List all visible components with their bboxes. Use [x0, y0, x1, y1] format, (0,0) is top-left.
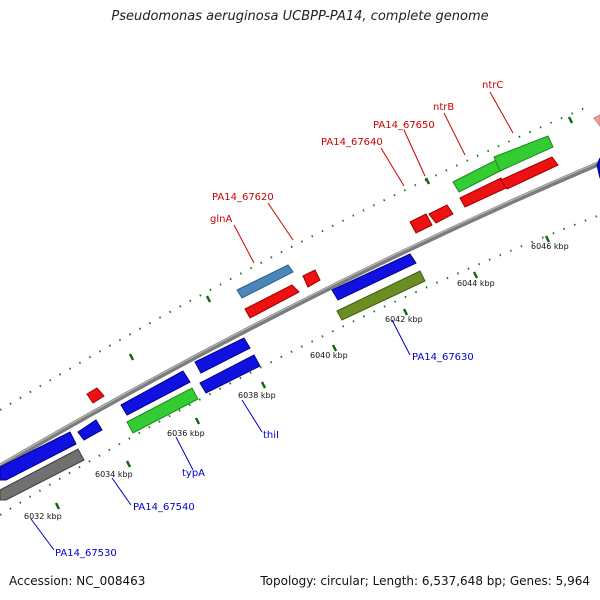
scale-label: 6044 kbp [457, 279, 495, 288]
gene-label-ntrC: ntrC [482, 80, 503, 91]
forward-gene-labels: glnA PA14_67620 PA14_67640 PA14_67650 nt… [210, 80, 503, 225]
map-title: Pseudomonas aeruginosa UCBPP-PA14, compl… [111, 9, 489, 24]
gene-label-typA: typA [182, 468, 205, 479]
scale-labels: 6032 kbp 6034 kbp 6036 kbp 6038 kbp 6040… [24, 242, 569, 521]
gene-label-PA14_67630: PA14_67630 [412, 352, 474, 363]
gene-arrow [493, 135, 554, 172]
gene-arrow [244, 284, 300, 319]
gene-arrow [428, 204, 454, 224]
genome-backbone [0, 160, 600, 470]
gene-arrow [331, 253, 417, 301]
reverse-genes [0, 157, 600, 501]
accession-text: Accession: NC_008463 [9, 574, 146, 588]
forward-genes [86, 114, 600, 404]
gene-arrow [596, 157, 600, 179]
gene-arrow [409, 213, 433, 234]
label-leaders [30, 91, 514, 551]
topology-text: Topology: circular; Length: 6,537,648 bp… [260, 574, 590, 588]
scale-label: 6040 kbp [310, 351, 348, 360]
gene-arrow [86, 387, 105, 404]
gene-arrow [0, 431, 77, 481]
gene-arrow [126, 387, 199, 434]
gene-arrow [0, 448, 85, 501]
gc-skew-track-inner [0, 214, 600, 516]
gene-arrow [120, 370, 191, 416]
gene-label-glnA: glnA [210, 214, 232, 225]
gene-arrow [500, 156, 559, 190]
gene-label-PA14_67650: PA14_67650 [373, 120, 435, 131]
gene-label-ntrB: ntrB [433, 102, 454, 113]
gene-arrow [199, 354, 261, 394]
gene-label-PA14_67540: PA14_67540 [133, 502, 195, 513]
gene-label-PA14_67640: PA14_67640 [321, 137, 383, 148]
gc-major-ticks [54, 116, 574, 510]
gene-arrow [302, 269, 321, 288]
gene-label-PA14_67530: PA14_67530 [55, 548, 117, 559]
gene-arrow [336, 270, 426, 321]
gene-label-PA14_67620: PA14_67620 [212, 192, 274, 203]
scale-label: 6034 kbp [95, 470, 133, 479]
reverse-gene-labels: PA14_67530 PA14_67540 typA thiI PA14_676… [55, 352, 474, 559]
gene-arrow [593, 114, 600, 127]
scale-label: 6036 kbp [167, 429, 205, 438]
gc-skew-track-outer [0, 107, 586, 411]
scale-label: 6046 kbp [531, 242, 569, 251]
gene-arrow [77, 419, 103, 441]
scale-label: 6042 kbp [385, 315, 423, 324]
gene-arrow [236, 264, 294, 299]
gene-label-thiI: thiI [263, 430, 279, 441]
scale-label: 6038 kbp [238, 391, 276, 400]
gene-arrow [194, 337, 251, 374]
scale-label: 6032 kbp [24, 512, 62, 521]
